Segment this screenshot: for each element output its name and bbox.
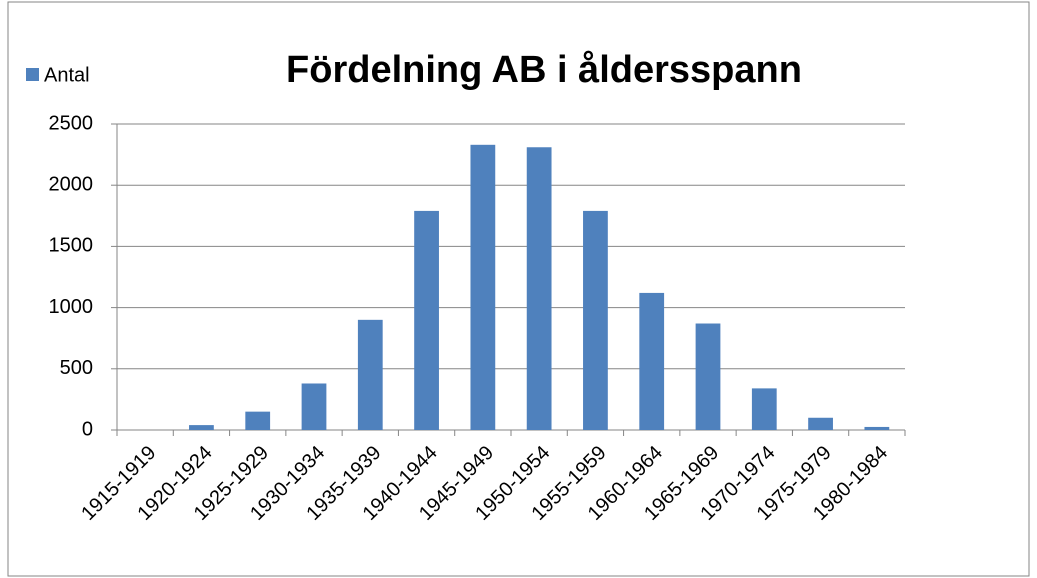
bar <box>583 210 608 430</box>
bar <box>695 323 721 430</box>
bar <box>864 426 890 430</box>
chart-title: Fördelning AB i åldersspann <box>286 49 802 91</box>
y-tick-label: 1500 <box>49 235 94 257</box>
bar <box>301 383 327 430</box>
legend-label: Antal <box>44 64 90 86</box>
y-tick-label: 500 <box>60 357 93 379</box>
y-tick-label: 1000 <box>49 296 94 318</box>
bar <box>414 210 439 430</box>
legend-swatch <box>26 68 39 81</box>
bar <box>357 319 383 430</box>
bar <box>751 388 777 430</box>
bar <box>808 417 833 430</box>
y-tick-label: 2000 <box>49 173 94 195</box>
chart-border <box>7 1 1030 577</box>
y-tick-label: 0 <box>82 418 93 440</box>
bar <box>470 144 496 431</box>
bar <box>526 147 552 431</box>
bar <box>639 292 665 430</box>
bar <box>189 425 214 430</box>
bar <box>245 411 271 430</box>
y-tick-label: 2500 <box>49 112 94 134</box>
